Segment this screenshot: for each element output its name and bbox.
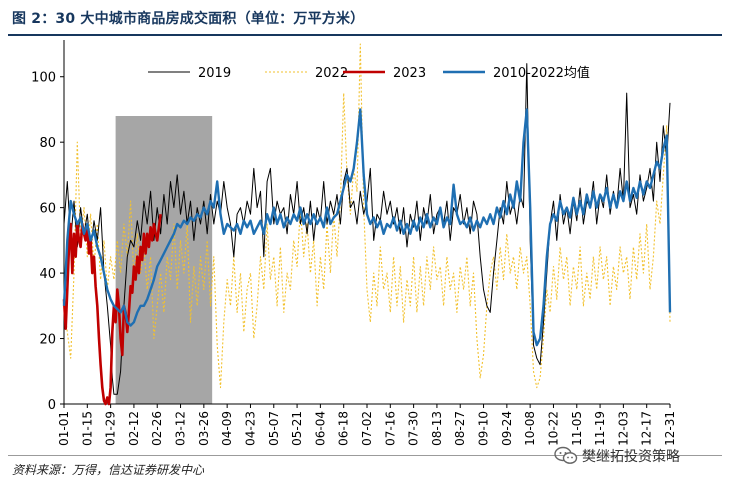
x-tick-label: 09-10 — [477, 411, 491, 446]
x-tick-label: 01-29 — [104, 411, 118, 446]
footer-divider — [8, 455, 722, 456]
legend-label: 2023 — [393, 66, 426, 81]
x-tick-label: 02-26 — [150, 411, 164, 446]
x-tick-label: 01-01 — [57, 411, 71, 446]
chart-title: 图 2：30 大中城市商品房成交面积（单位：万平方米） — [12, 11, 365, 27]
legend-label: 2019 — [198, 66, 231, 81]
x-tick-label: 08-13 — [430, 411, 444, 446]
y-tick-label: 60 — [39, 202, 56, 217]
y-tick-label: 80 — [39, 136, 56, 151]
shaded-region — [115, 116, 213, 404]
x-tick-label: 07-02 — [360, 411, 374, 446]
x-tick-label: 07-16 — [383, 411, 397, 446]
x-tick-label: 04-09 — [220, 411, 234, 446]
x-tick-label: 11-05 — [570, 411, 584, 446]
series-line-2022 — [63, 43, 671, 389]
x-tick-label: 03-26 — [197, 411, 211, 446]
x-tick-label: 05-07 — [267, 411, 281, 446]
legend-label: 2022 — [315, 66, 348, 81]
x-tick-label: 08-27 — [453, 411, 467, 446]
y-tick-label: 40 — [39, 267, 56, 282]
y-tick-label: 20 — [39, 333, 56, 348]
x-tick-label: 10-22 — [546, 411, 560, 446]
x-tick-label: 11-19 — [593, 411, 607, 446]
y-tick-label: 100 — [31, 71, 56, 86]
y-tick-label: 0 — [48, 398, 56, 413]
x-tick-label: 12-03 — [616, 411, 630, 446]
x-tick-label: 12-31 — [663, 411, 677, 446]
title-divider — [8, 34, 722, 36]
legend-label: 2010-2022均值 — [493, 65, 590, 81]
x-tick-label: 10-08 — [523, 411, 537, 446]
watermark-text: 樊继拓投资策略 — [582, 449, 680, 465]
x-tick-label: 03-12 — [174, 411, 188, 446]
x-tick-label: 06-04 — [313, 411, 327, 446]
x-tick-label: 05-21 — [290, 411, 304, 446]
source-note: 资料来源：万得，信达证券研发中心 — [12, 463, 205, 477]
x-tick-label: 12-17 — [640, 411, 654, 446]
x-tick-label: 04-23 — [243, 411, 257, 446]
x-tick-label: 07-30 — [407, 411, 421, 446]
x-tick-label: 01-15 — [80, 411, 94, 446]
wechat-icon — [554, 446, 578, 464]
line-chart: 0 20 40 60 80 100 01-01 01-15 01-29 02-12 02-26 03-… — [31, 40, 677, 446]
series-line-2010-2022均值 — [62, 108, 672, 347]
series-line-2023 — [62, 214, 162, 406]
watermark: 樊继拓投资策略 — [554, 443, 680, 469]
x-tick-label: 09-24 — [500, 411, 514, 446]
x-tick-label: 02-12 — [127, 411, 141, 446]
x-tick-label: 06-18 — [337, 411, 351, 446]
